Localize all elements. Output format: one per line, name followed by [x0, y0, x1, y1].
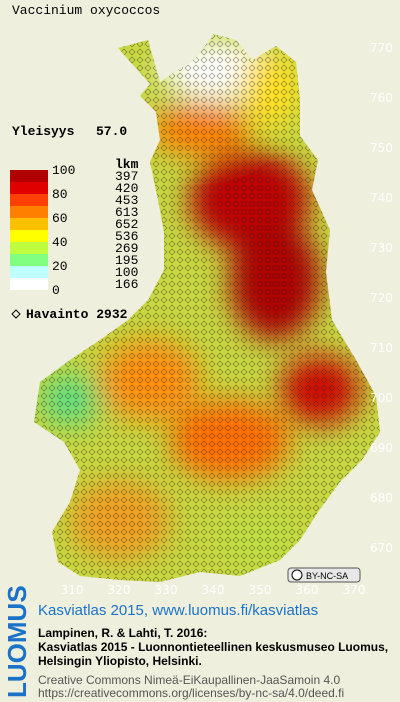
legend-swatch [10, 242, 48, 254]
observations: Havainto 2932 [26, 307, 128, 322]
x-grid-label: 310 [61, 583, 84, 597]
y-grid-label: 750 [370, 141, 393, 155]
legend-swatch [10, 254, 48, 266]
legend-count: 166 [115, 277, 138, 292]
x-grid-label: 340 [202, 583, 225, 597]
legend-count: 100 [115, 265, 138, 280]
observation-symbol [11, 309, 21, 319]
legend-count: 652 [115, 217, 138, 232]
y-grid-label: 720 [370, 291, 393, 305]
footer-heading: Kasviatlas 2015, www.luomus.fi/kasviatla… [38, 602, 318, 619]
legend-level: 40 [52, 235, 68, 250]
x-grid-label: 320 [108, 583, 131, 597]
license: Creative Commons Nimeä-EiKaupallinen-Jaa… [38, 673, 340, 687]
legend-swatch [10, 206, 48, 218]
legend-count: 536 [115, 229, 138, 244]
legend-swatch [10, 194, 48, 206]
legend-level: 100 [52, 163, 75, 178]
legend-swatch [10, 170, 48, 182]
count-header: lkm [115, 157, 139, 172]
license-badge-text: BY-NC-SA [306, 571, 348, 581]
citation: Helsingin Yliopisto, Helsinki. [38, 654, 202, 668]
legend-level: 20 [52, 259, 68, 274]
license: https://creativecommons.org/licenses/by-… [38, 686, 344, 700]
y-grid-label: 710 [370, 341, 393, 355]
legend-count: 453 [115, 193, 138, 208]
x-grid-label: 330 [155, 583, 178, 597]
x-grid-label: 350 [249, 583, 272, 597]
legend-count: 195 [115, 253, 138, 268]
legend-swatch [10, 278, 48, 290]
license-badge: BY-NC-SA [287, 567, 361, 583]
legend-count: 397 [115, 169, 138, 184]
y-grid-label: 730 [370, 241, 393, 255]
y-grid-label: 700 [370, 391, 393, 405]
legend-swatch [10, 266, 48, 278]
frequency-label: Yleisyys [12, 124, 75, 139]
y-grid-label: 670 [370, 541, 393, 555]
legend-level: 0 [52, 283, 60, 298]
y-grid-label: 760 [370, 91, 393, 105]
legend-count: 613 [115, 205, 138, 220]
x-grid-label: 360 [296, 583, 319, 597]
species-name: Vaccinium oxycoccos [12, 3, 160, 18]
x-grid-label: 370 [343, 583, 366, 597]
legend-count: 420 [115, 181, 138, 196]
citation: Lampinen, R. & Lahti, T. 2016: [38, 626, 207, 640]
legend-swatch [10, 182, 48, 194]
logo: LUOMUS [2, 585, 32, 698]
legend-count: 269 [115, 241, 138, 256]
footer [0, 598, 400, 702]
distribution-map [34, 34, 380, 582]
legend-swatch [10, 218, 48, 230]
legend-swatch [10, 230, 48, 242]
citation: Kasviatlas 2015 - Luonnontieteellinen ke… [38, 640, 388, 654]
y-grid-label: 740 [370, 191, 393, 205]
legend-level: 60 [52, 211, 68, 226]
y-grid-label: 690 [370, 441, 393, 455]
frequency-value: 57.0 [96, 124, 127, 139]
y-grid-label: 680 [370, 491, 393, 505]
y-grid-label: 770 [370, 41, 393, 55]
legend-level: 80 [52, 187, 68, 202]
